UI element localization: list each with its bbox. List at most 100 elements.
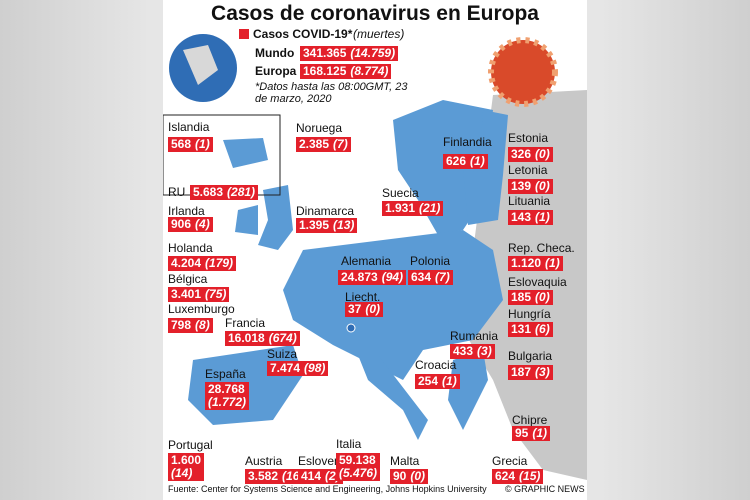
count-box: 414 (2) [298, 469, 343, 484]
cases: 3.582 [248, 469, 279, 483]
deaths: (14) [171, 466, 193, 480]
count-box: 626 (1) [443, 154, 488, 169]
count-box: 254 (1) [415, 374, 460, 389]
iceland [223, 138, 268, 168]
cases: 7.474 [270, 361, 301, 375]
deaths: (1) [442, 374, 457, 388]
count-box: 24.873 (94) [338, 270, 407, 285]
deaths: (179) [205, 256, 234, 270]
legend-swatch [239, 29, 249, 39]
deaths: (5.476) [339, 466, 378, 480]
count-box: 4.204 (179) [168, 256, 237, 271]
deaths: (0) [410, 469, 426, 483]
cases: 28.768 [208, 382, 245, 396]
cases: 3.401 [171, 287, 202, 301]
country-name: Francia [225, 316, 266, 330]
country-name: Bélgica [168, 272, 208, 286]
cases: 5.683 [193, 185, 224, 199]
country-name: Italia [336, 437, 362, 451]
cases: 4.204 [171, 256, 202, 270]
cases: 798 [171, 318, 192, 332]
country-name: Luxemburgo [168, 302, 235, 316]
ireland [235, 205, 258, 235]
country-name: Malta [390, 454, 420, 468]
country-name: Estonia [508, 131, 549, 145]
country-name: Austria [245, 454, 283, 468]
deaths: (4) [195, 217, 210, 231]
count-box: 341.365 (14.759) [300, 46, 399, 61]
mainland [283, 230, 503, 380]
cases: 433 [453, 344, 474, 358]
cases: 254 [418, 374, 439, 388]
legend-label: Casos COVID-19* [253, 27, 353, 41]
cases: 626 [446, 154, 467, 168]
deaths: (1.772) [208, 395, 247, 409]
count-box: 168.125 (8.774) [300, 64, 392, 79]
count-box: 7.474 (98) [267, 361, 329, 376]
cases: 95 [515, 426, 529, 440]
deaths: (75) [205, 287, 227, 301]
cases: 168.125 [303, 64, 347, 78]
count-box: 59.138 (5.476) [336, 453, 381, 481]
deaths: (3) [535, 365, 550, 379]
country-name: Lituania [508, 194, 551, 208]
deaths: (94) [381, 270, 404, 284]
country-name: Letonia [508, 163, 548, 177]
count-box: 1.931 (21) [382, 201, 444, 216]
credit: © GRAPHIC NEWS [505, 484, 585, 494]
country-name: Holanda [168, 241, 213, 255]
deaths: (15) [519, 469, 541, 483]
title: Casos de coronavirus en Europa [211, 2, 539, 25]
count-box: 131 (6) [508, 322, 553, 337]
cases: 341.365 [303, 46, 347, 60]
deaths: (1) [545, 256, 560, 270]
country-name: Portugal [168, 438, 213, 452]
country-name: Islandia [168, 120, 210, 134]
count-box: 28.768 (1.772) [205, 382, 250, 410]
source: Fuente: Center for Systems Science and E… [168, 484, 487, 494]
deaths: (8.774) [350, 64, 389, 78]
count-box: 433 (3) [450, 344, 495, 359]
country-name: Chipre [512, 413, 548, 427]
cases: 634 [411, 270, 432, 284]
cases: 139 [511, 179, 532, 193]
deaths: (98) [304, 361, 326, 375]
country-name: Grecia [492, 454, 528, 468]
count-box: 3.401 (75) [168, 287, 230, 302]
deaths: (0) [365, 302, 381, 316]
virus [488, 37, 558, 107]
count-box: 185 (0) [508, 290, 553, 305]
deaths: (7) [435, 270, 450, 284]
cases: 90 [393, 469, 407, 483]
cases: 131 [511, 322, 532, 336]
total-name: Mundo [255, 46, 295, 60]
count-box: 1.120 (1) [508, 256, 563, 271]
baltics [463, 170, 503, 225]
cases: 143 [511, 210, 532, 224]
count-box: 3.582 (16) [245, 469, 307, 484]
globe-land [183, 45, 218, 85]
cases: 568 [171, 137, 192, 151]
cases: 187 [511, 365, 532, 379]
cases: 24.873 [341, 270, 378, 284]
cases: 326 [511, 147, 532, 161]
country-name: RU [168, 185, 186, 199]
legend-deaths: (muertes) [353, 27, 405, 41]
deaths: (1) [535, 210, 550, 224]
cases: 1.120 [511, 256, 542, 270]
cases: 37 [348, 302, 362, 316]
deaths: (6) [535, 322, 550, 336]
count-box: 90 (0) [390, 469, 429, 484]
deaths: (1) [195, 137, 210, 151]
britain [258, 185, 293, 250]
cases: 59.138 [339, 453, 376, 467]
count-box: 5.683 (281) [190, 185, 259, 200]
country-name: Noruega [296, 121, 343, 135]
deaths: (7) [333, 137, 348, 151]
count-box: 16.018 (674) [225, 331, 300, 346]
count-box: 143 (1) [508, 210, 553, 225]
deaths: (1) [532, 426, 548, 440]
italy [358, 355, 428, 440]
country-name: Polonia [410, 254, 451, 268]
